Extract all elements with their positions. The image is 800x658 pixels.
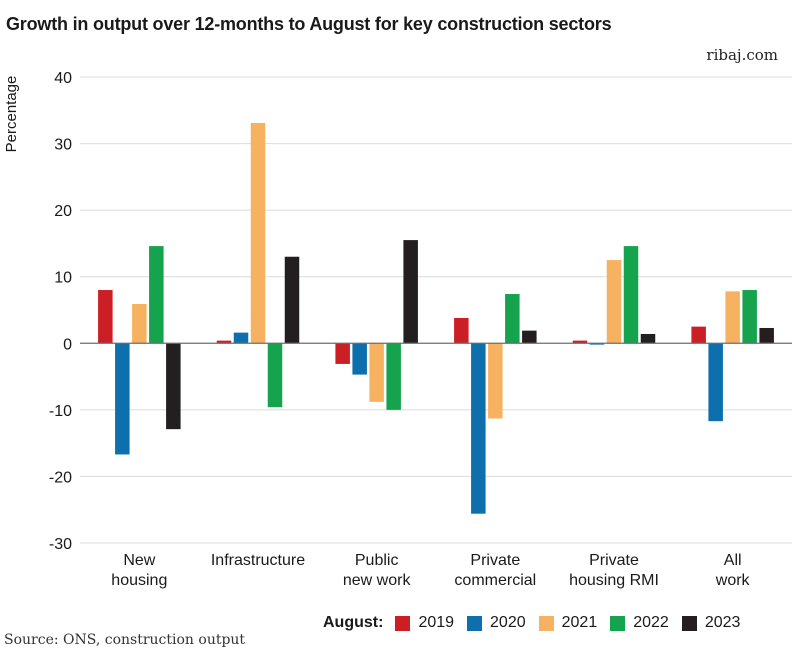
chart-title: Growth in output over 12-months to Augus…	[6, 14, 612, 34]
legend-item-2019: 2019	[395, 614, 454, 632]
source-note: Source: ONS, construction output	[4, 632, 246, 648]
legend-text-2021: 2021	[561, 614, 598, 631]
legend-swatch-2023	[681, 615, 697, 631]
bar-2019	[216, 340, 232, 344]
x-tick-label: commercial	[454, 572, 536, 589]
x-tick-label: Private	[470, 552, 520, 569]
x-tick-label: Private	[589, 552, 639, 569]
y-tick-label: 10	[54, 270, 72, 287]
bar-2019	[335, 343, 350, 364]
bar-2020	[233, 332, 249, 344]
y-tick-label: 30	[54, 137, 72, 154]
bar-2020	[471, 343, 486, 514]
bar-2023	[522, 330, 537, 344]
legend-swatch-2020	[467, 615, 483, 631]
grid-lines	[80, 76, 792, 544]
bar-2019	[572, 340, 588, 344]
legend: August: 2019 2020 2021 2022 2023	[323, 612, 740, 634]
y-tick-label: -10	[49, 403, 72, 420]
x-axis-labels: New housing Infrastructure Public new work Pr…	[111, 552, 750, 589]
bar-2023	[759, 327, 774, 344]
bars	[98, 122, 774, 514]
bar-2021	[488, 343, 503, 419]
x-tick-label: work	[715, 572, 751, 589]
bar-2022	[267, 343, 283, 408]
legend-swatch-2022	[610, 615, 626, 631]
bar-2019	[454, 317, 469, 344]
bar-2022	[505, 294, 520, 344]
y-axis-ticks: 40 30 20 10 0 -10 -20 -30	[49, 70, 72, 553]
bar-2020	[589, 343, 605, 345]
legend-item-2021: 2021	[538, 614, 598, 632]
legend-item-2023: 2023	[681, 614, 741, 632]
legend-text-2023: 2023	[704, 614, 741, 631]
x-tick-label: Infrastructure	[211, 552, 305, 569]
x-tick-label: housing	[111, 572, 167, 589]
bar-2022	[623, 246, 639, 344]
bar-2023	[640, 333, 656, 344]
legend-item-2020: 2020	[467, 614, 526, 632]
legend-swatch-2021	[538, 615, 554, 631]
x-tick-label: New	[123, 552, 155, 569]
y-tick-label: 20	[54, 203, 72, 220]
y-axis-label: Percentage	[3, 76, 20, 153]
x-tick-label: new work	[343, 572, 412, 589]
bar-2021	[250, 122, 266, 344]
y-tick-label: 0	[63, 336, 72, 353]
bar-2022	[742, 290, 757, 344]
x-tick-label: All	[724, 552, 742, 569]
y-tick-label: 40	[54, 70, 72, 87]
bar-2021	[132, 304, 147, 344]
bar-2021	[369, 343, 384, 402]
legend-item-2022: 2022	[610, 614, 669, 632]
legend-text-2022: 2022	[633, 614, 669, 631]
legend-text-2019: 2019	[418, 614, 455, 631]
legend-text-2020: 2020	[490, 614, 526, 631]
bar-2023	[284, 256, 300, 344]
bar-2022	[149, 246, 164, 344]
bar-2019	[98, 290, 113, 344]
x-tick-label: Public	[355, 552, 399, 569]
bar-2021	[606, 260, 622, 344]
bar-2020	[708, 343, 723, 422]
brand-label: ribaj.com	[706, 46, 778, 64]
bar-2023	[166, 343, 181, 430]
legend-label: August:	[323, 614, 384, 631]
bar-2019	[691, 326, 706, 344]
y-tick-label: -30	[49, 536, 72, 553]
bar-2021	[725, 291, 740, 344]
bar-2022	[386, 343, 401, 410]
legend-swatch-2019	[395, 615, 411, 631]
y-tick-label: -20	[49, 469, 72, 486]
bar-2020	[115, 343, 130, 455]
bar-2023	[403, 240, 418, 344]
x-tick-label: housing RMI	[569, 572, 659, 589]
bar-2020	[352, 343, 367, 375]
